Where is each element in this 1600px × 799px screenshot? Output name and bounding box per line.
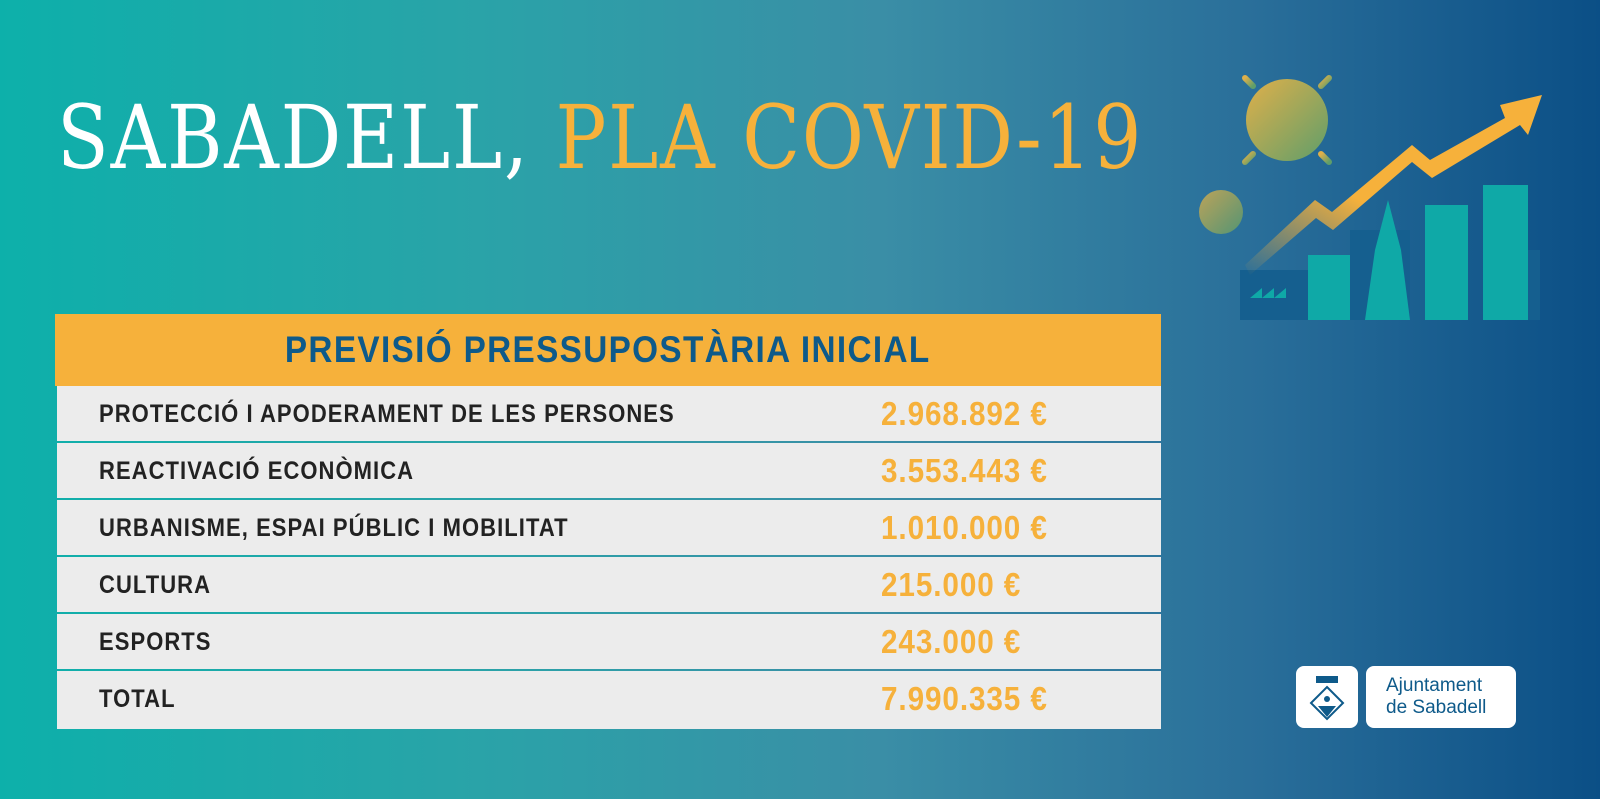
table-row: ESPORTS 243.000 € <box>57 614 1161 669</box>
row-amount: 7.990.335 € <box>881 680 1048 717</box>
virus-icon <box>1187 178 1255 246</box>
logo-line2: de Sabadell <box>1386 697 1487 718</box>
virus-icon <box>1226 59 1348 181</box>
rising-arrow-icon <box>1245 95 1542 275</box>
row-amount: 215.000 € <box>881 566 1022 603</box>
row-amount: 3.553.443 € <box>881 452 1048 489</box>
table-header-text: PREVISIÓ PRESSUPOSTÀRIA INICIAL <box>285 329 931 370</box>
row-label: URBANISME, ESPAI PÚBLIC I MOBILITAT <box>99 514 569 542</box>
row-label: TOTAL <box>99 685 176 713</box>
row-amount: 1.010.000 € <box>881 509 1048 546</box>
table-row-total: TOTAL 7.990.335 € <box>57 671 1161 729</box>
budget-table: PREVISIÓ PRESSUPOSTÀRIA INICIAL PROTECCI… <box>55 314 1161 731</box>
row-label: CULTURA <box>99 571 212 599</box>
ajuntament-name: Ajuntament de Sabadell <box>1366 666 1516 728</box>
row-label: PROTECCIÓ I APODERAMENT DE LES PERSONES <box>99 400 675 428</box>
logo-line1: Ajuntament <box>1386 675 1483 696</box>
row-amount: 243.000 € <box>881 623 1022 660</box>
table-row: REACTIVACIÓ ECONÒMICA 3.553.443 € <box>57 443 1161 498</box>
title-plan: PLA COVID-19 <box>555 86 1144 189</box>
title-city: SABADELL, <box>57 86 530 189</box>
covid-growth-illustration <box>1187 59 1542 320</box>
table-row: URBANISME, ESPAI PÚBLIC I MOBILITAT 1.010… <box>57 500 1161 555</box>
city-skyline-icon <box>1240 185 1540 320</box>
table-header: PREVISIÓ PRESSUPOSTÀRIA INICIAL <box>55 314 1161 386</box>
row-label: REACTIVACIÓ ECONÒMICA <box>99 457 415 485</box>
table-row: CULTURA 215.000 € <box>57 557 1161 612</box>
coat-of-arms-icon <box>1296 666 1358 728</box>
row-amount: 2.968.892 € <box>881 395 1048 432</box>
table-row: PROTECCIÓ I APODERAMENT DE LES PERSONES 2… <box>57 386 1161 441</box>
row-label: ESPORTS <box>99 628 212 656</box>
ajuntament-logo: Ajuntament de Sabadell <box>1296 666 1516 728</box>
page-title: SABADELL, PLA COVID-19 <box>57 88 1143 188</box>
